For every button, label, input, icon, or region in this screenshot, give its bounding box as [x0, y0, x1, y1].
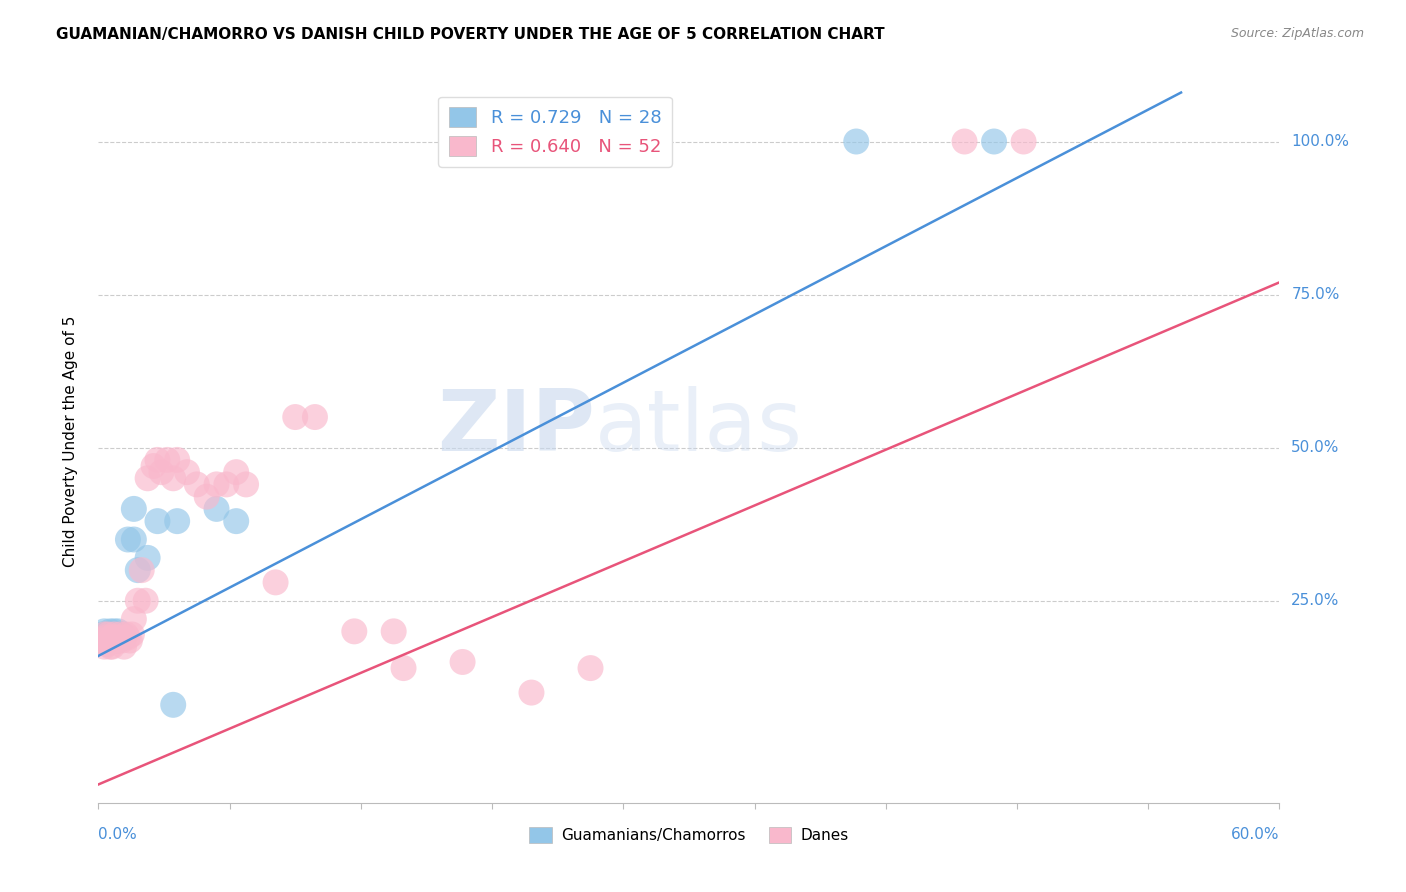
Point — [117, 631, 139, 645]
Point — [520, 685, 543, 699]
Point — [97, 633, 120, 648]
Point — [136, 471, 159, 485]
Point — [127, 593, 149, 607]
Point — [127, 563, 149, 577]
Point — [108, 627, 131, 641]
Point — [953, 135, 976, 149]
Point — [205, 477, 228, 491]
Point — [392, 661, 415, 675]
Point — [162, 471, 184, 485]
Point — [97, 627, 120, 641]
Point — [91, 627, 114, 641]
Text: ZIP: ZIP — [437, 385, 595, 468]
Point — [264, 575, 287, 590]
Point — [225, 514, 247, 528]
Point — [166, 453, 188, 467]
Point — [122, 533, 145, 547]
Point — [98, 627, 121, 641]
Point — [343, 624, 366, 639]
Point — [983, 135, 1005, 149]
Point — [186, 477, 208, 491]
Point — [96, 631, 118, 645]
Point — [105, 631, 128, 645]
Point — [176, 465, 198, 479]
Point — [103, 633, 125, 648]
Point — [162, 698, 184, 712]
Point — [96, 637, 118, 651]
Point — [205, 502, 228, 516]
Point — [98, 624, 121, 639]
Point — [845, 135, 868, 149]
Point — [112, 631, 135, 645]
Point — [103, 633, 125, 648]
Text: Source: ZipAtlas.com: Source: ZipAtlas.com — [1230, 27, 1364, 40]
Point — [101, 633, 124, 648]
Point — [101, 631, 124, 645]
Text: 25.0%: 25.0% — [1291, 593, 1340, 608]
Point — [111, 627, 134, 641]
Point — [96, 637, 118, 651]
Point — [107, 633, 129, 648]
Point — [166, 514, 188, 528]
Legend: Guamanians/Chamorros, Danes: Guamanians/Chamorros, Danes — [523, 821, 855, 849]
Point — [93, 624, 115, 639]
Point — [97, 627, 120, 641]
Text: 50.0%: 50.0% — [1291, 440, 1340, 455]
Point — [103, 624, 125, 639]
Point — [111, 633, 134, 648]
Point — [579, 661, 602, 675]
Point — [117, 533, 139, 547]
Point — [284, 410, 307, 425]
Point — [118, 633, 141, 648]
Point — [107, 633, 129, 648]
Point — [105, 627, 128, 641]
Text: 100.0%: 100.0% — [1291, 134, 1350, 149]
Point — [97, 637, 120, 651]
Y-axis label: Child Poverty Under the Age of 5: Child Poverty Under the Age of 5 — [63, 316, 77, 567]
Point — [131, 563, 153, 577]
Point — [101, 640, 124, 654]
Point — [107, 624, 129, 639]
Point — [122, 612, 145, 626]
Point — [142, 458, 165, 473]
Point — [121, 627, 143, 641]
Point — [103, 627, 125, 641]
Point — [115, 627, 138, 641]
Point — [93, 640, 115, 654]
Point — [93, 627, 115, 641]
Text: 60.0%: 60.0% — [1232, 827, 1279, 842]
Point — [101, 631, 124, 645]
Point — [225, 465, 247, 479]
Point — [122, 502, 145, 516]
Point — [112, 640, 135, 654]
Point — [215, 477, 238, 491]
Point — [235, 477, 257, 491]
Text: GUAMANIAN/CHAMORRO VS DANISH CHILD POVERTY UNDER THE AGE OF 5 CORRELATION CHART: GUAMANIAN/CHAMORRO VS DANISH CHILD POVER… — [56, 27, 884, 42]
Point — [91, 633, 114, 648]
Point — [304, 410, 326, 425]
Point — [135, 593, 157, 607]
Point — [451, 655, 474, 669]
Point — [150, 465, 173, 479]
Point — [382, 624, 405, 639]
Point — [156, 453, 179, 467]
Text: 75.0%: 75.0% — [1291, 287, 1340, 302]
Point — [195, 490, 218, 504]
Point — [146, 453, 169, 467]
Point — [98, 633, 121, 648]
Point — [146, 514, 169, 528]
Point — [98, 640, 121, 654]
Point — [107, 631, 129, 645]
Point — [1012, 135, 1035, 149]
Point — [136, 550, 159, 565]
Text: atlas: atlas — [595, 385, 803, 468]
Text: 0.0%: 0.0% — [98, 827, 138, 842]
